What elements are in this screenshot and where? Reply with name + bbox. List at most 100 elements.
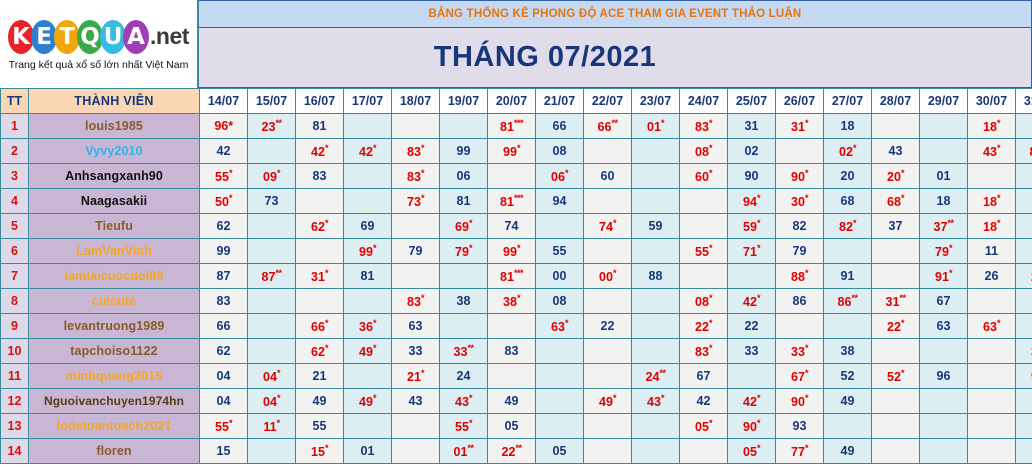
score-value: 83 [407,145,421,160]
score-cell: 83* [391,288,440,314]
score-cell: 42 [679,388,728,414]
score-cell: 43* [439,388,488,414]
score-cell [967,438,1016,464]
score-value: 99 [216,244,231,258]
score-cell: 15* [295,438,344,464]
score-cell: 37** [919,213,968,239]
member-name[interactable]: LamVanVinh [28,238,200,264]
score-value: 88 [791,270,805,285]
member-name[interactable]: lamlaicuocdoi89 [28,263,200,289]
score-value: 42 [743,295,757,310]
score-cell: 71* [727,238,776,264]
member-name[interactable]: Vyvy2010 [28,138,200,164]
score-stars: ** [467,342,474,353]
score-value: 59 [648,219,663,233]
score-cell: 49* [583,388,632,414]
site-logo[interactable]: K E T Q U A .net Trang kết quả xổ số lớn nhất … [0,0,199,88]
score-cell: 66 [535,113,584,139]
score-cell: 55* [199,163,248,189]
score-value: 81 [500,270,514,285]
member-name[interactable]: minhquang2015 [28,363,200,389]
score-stars: *** [513,117,524,128]
score-value: 55 [455,420,469,435]
score-cell: 04 [199,388,248,414]
score-cell [343,188,392,214]
score-cell [871,338,920,364]
score-cell: 96* [199,113,248,139]
score-value: 02 [744,144,759,158]
score-cell: 24 [1015,113,1032,139]
score-value: 79 [455,245,469,260]
score-value: 77 [791,445,805,460]
score-stars: ** [515,442,522,453]
logo-letter-k: K [8,19,35,54]
score-cell: 43 [871,138,920,164]
score-stars: ** [611,117,618,128]
column-header-date-14-07: 14/07 [199,88,248,114]
score-cell: 99* [343,238,392,264]
score-value: 59 [743,220,757,235]
row-index: 6 [0,238,29,264]
score-stars: * [372,317,377,328]
table-body: 1 louis1985 96* 23** 81 81*** 66 66** 01* 83* 31 31… [0,113,1032,464]
score-cell: 49 [487,388,536,414]
table-head: TT THÀNH VIÊN 14/07 15/07 16/07 17/07 18/07 1… [0,88,1032,114]
score-cell: 93 [775,413,824,439]
score-cell: 01 [919,163,968,189]
score-cell [775,138,824,164]
score-stars: ** [947,217,954,228]
score-cell: 21 [295,363,344,389]
score-cell [631,313,680,339]
score-stars: * [324,267,329,278]
score-value: 82 [792,219,807,233]
member-name[interactable]: louis1985 [28,113,200,139]
score-cell: 31* [295,263,344,289]
score-stars: * [228,119,233,133]
score-stars: * [804,442,809,453]
score-cell [871,438,920,464]
score-cell: 63* [967,313,1016,339]
score-cell: 90* [727,413,776,439]
score-value: 73 [264,194,279,208]
score-stars: * [756,392,761,403]
member-name[interactable]: levantruong1989 [28,313,200,339]
member-name[interactable]: Anhsangxanh90 [28,163,200,189]
score-cell: 81 [343,263,392,289]
score-cell [535,388,584,414]
score-cell [295,238,344,264]
score-cell [823,413,872,439]
score-cell: o [1015,388,1032,414]
score-cell: 81*** [487,113,536,139]
score-cell: 62 [199,338,248,364]
score-value: 63 [551,320,565,335]
score-stars: ** [899,292,906,303]
member-name[interactable]: Nguoivanchuyen1974hn [28,388,200,414]
score-value: 31 [311,270,325,285]
score-value: 87 [216,269,231,283]
score-value: 02 [839,145,853,160]
score-value: 49 [840,394,855,408]
score-value: 24 [456,369,471,383]
member-name[interactable]: lodetoantoach2021 [28,413,200,439]
score-stars: * [324,442,329,453]
score-value: 83 [312,169,327,183]
score-cell: 82** [1015,138,1032,164]
table-row: 12 Nguoivanchuyen1974hn 04 04* 49 49* 43 43* 49 4… [0,388,1032,414]
score-stars: * [852,217,857,228]
score-cell: 42 [199,138,248,164]
score-value: 49 [312,394,327,408]
table-row: 9 levantruong1989 66 66* 36* 63 63* 22 22* 22 22* 6… [0,313,1032,339]
score-cell: 09* [247,163,296,189]
member-name[interactable]: Naagasakii [28,188,200,214]
score-cell: 38 [439,288,488,314]
score-value: 33 [453,345,468,360]
score-value: 86 [837,295,852,310]
row-index: 2 [0,138,29,164]
member-name[interactable]: floren [28,438,200,464]
score-cell: 15 [199,438,248,464]
member-name[interactable]: tapchoiso1122 [28,338,200,364]
score-cell: 69 [343,213,392,239]
member-name[interactable]: Tieufu [28,213,200,239]
column-header-date-27-07: 27/07 [823,88,872,114]
member-name[interactable]: cuicute [28,288,200,314]
